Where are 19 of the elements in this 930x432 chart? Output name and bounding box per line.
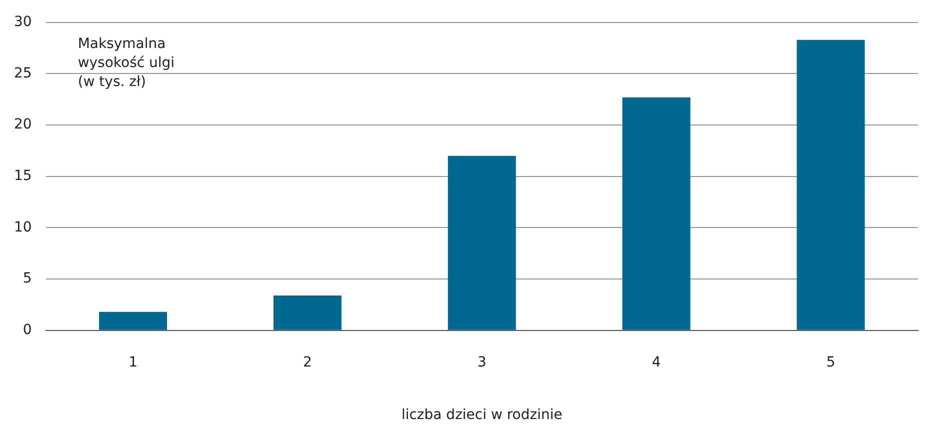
- bar: [273, 295, 342, 330]
- y-tick-label: 0: [22, 322, 32, 338]
- x-tick-label: 5: [826, 354, 836, 370]
- y-tick-label: 20: [14, 116, 32, 133]
- x-tick-label: 2: [303, 354, 312, 370]
- x-tick-label: 3: [477, 354, 486, 370]
- x-tick-label: 4: [652, 354, 661, 370]
- bar: [448, 156, 516, 330]
- y-tick-label: 15: [14, 168, 32, 184]
- bar: [622, 97, 690, 330]
- y-tick-label: 10: [14, 219, 32, 236]
- bar: [99, 312, 168, 330]
- x-tick-label: 1: [128, 354, 138, 370]
- y-tick-label: 5: [22, 270, 32, 287]
- y-tick-label: 25: [14, 65, 32, 82]
- bar: [796, 40, 865, 330]
- y-tick-label: 30: [14, 14, 32, 30]
- y-axis-title: Maksymalna wysokość ulgi (w tys. zł): [78, 36, 175, 90]
- x-axis-title: liczba dzieci w rodzinie: [401, 407, 562, 424]
